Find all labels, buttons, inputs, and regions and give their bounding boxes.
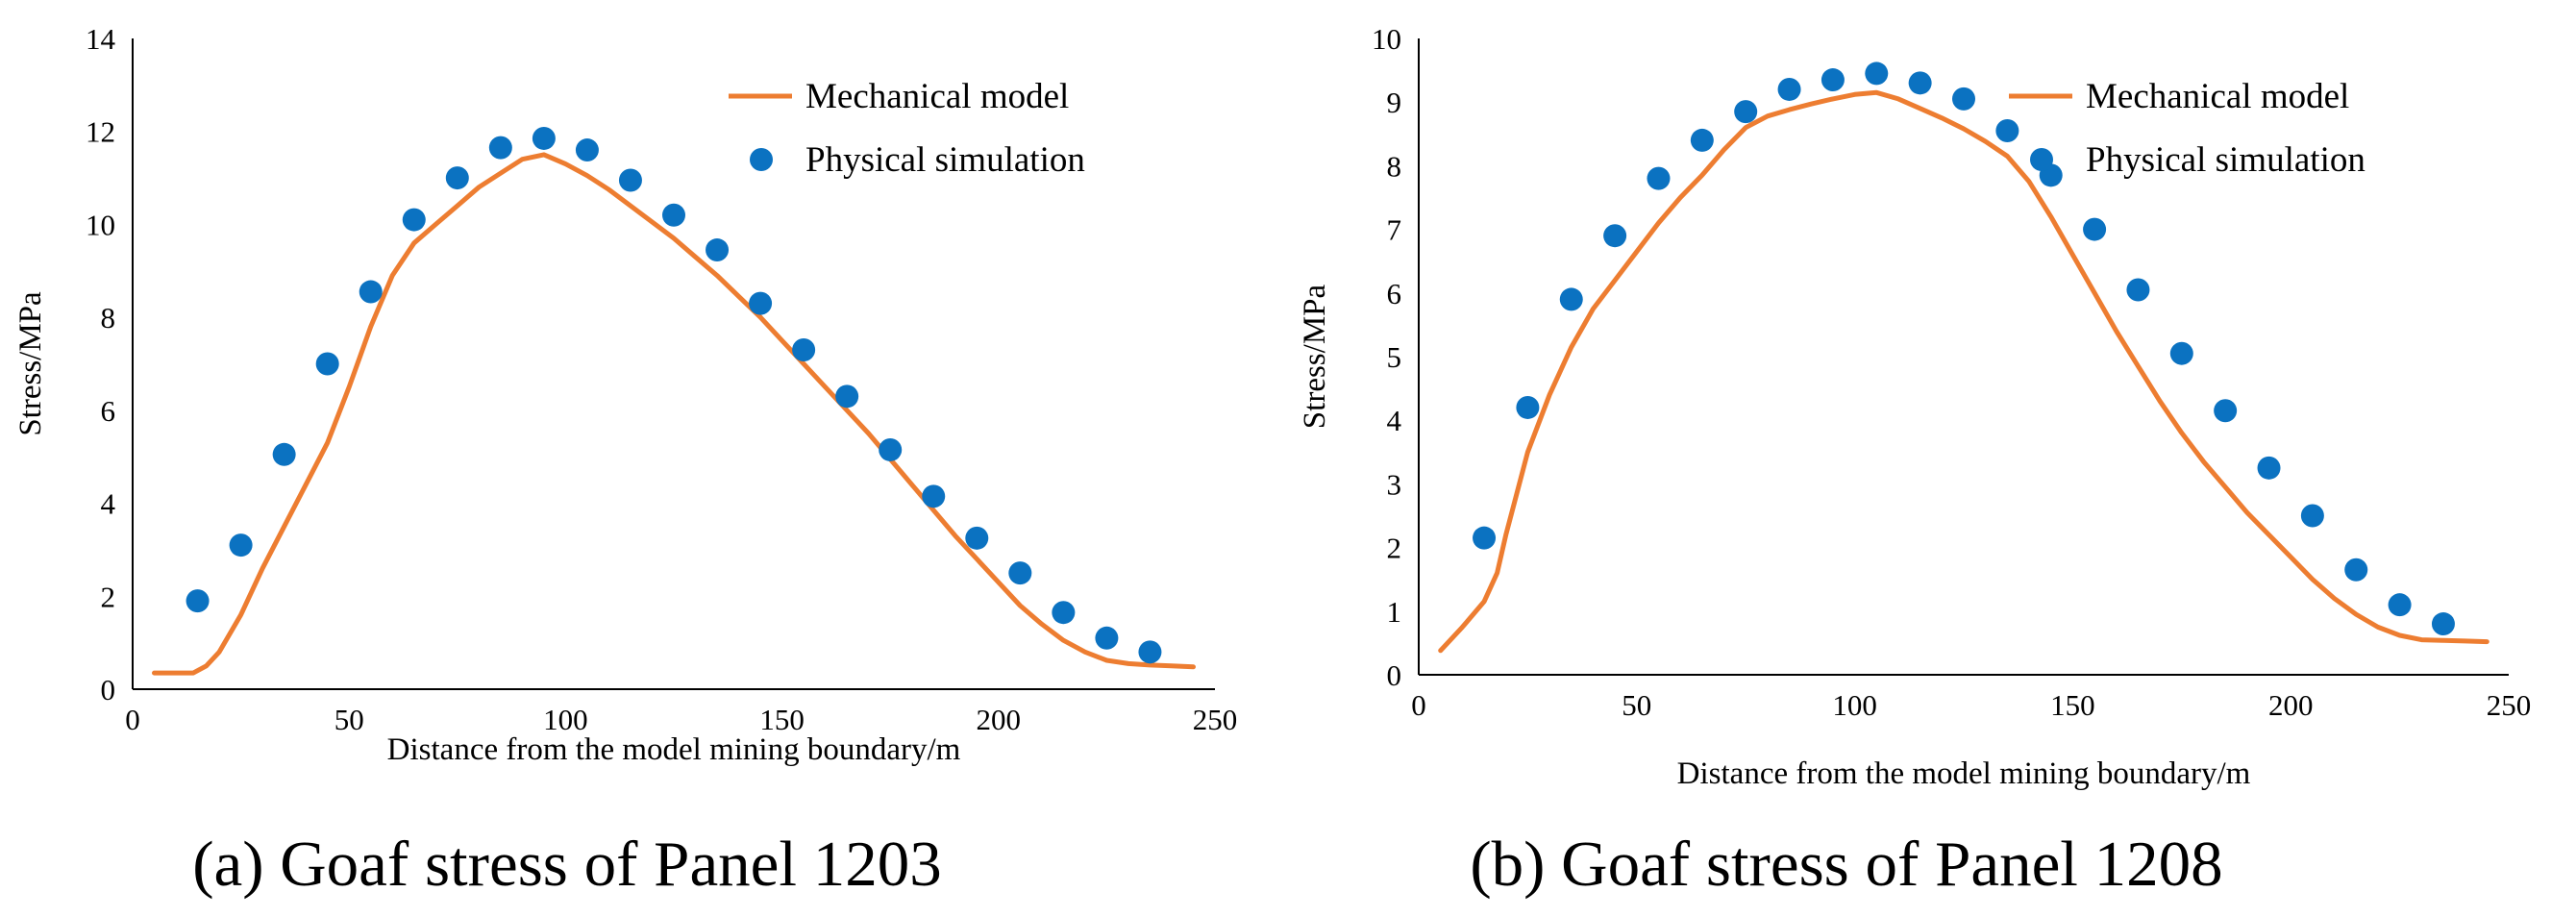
y-tick-label: 14 xyxy=(86,22,116,56)
legend-label-simulation: Physical simulation xyxy=(2086,140,2365,180)
simulation-point xyxy=(1008,561,1032,585)
simulation-point xyxy=(1690,128,1714,152)
y-tick-label: 3 xyxy=(1387,467,1402,501)
simulation-point xyxy=(1647,166,1671,190)
panel-b: 0 50 100 150 200 250 0 1 2 3 4 5 6 7 8 9 10 Distance from… xyxy=(1298,22,2531,900)
x-tick-label: 50 xyxy=(334,703,364,736)
x-tick-label: 200 xyxy=(977,703,1022,736)
legend-label-model: Mechanical model xyxy=(805,77,1069,116)
simulation-point xyxy=(575,138,599,162)
simulation-point xyxy=(488,136,512,160)
simulation-point xyxy=(1473,526,1497,550)
simulation-point xyxy=(662,203,685,227)
x-tick-label: 100 xyxy=(1832,688,1877,722)
legend-label-simulation: Physical simulation xyxy=(805,140,1085,180)
y-tick-label: 9 xyxy=(1387,86,1402,119)
simulation-point xyxy=(2431,612,2455,636)
simulation-point xyxy=(1865,62,1889,86)
simulation-point xyxy=(2126,278,2150,302)
simulation-point xyxy=(315,352,339,376)
simulation-point xyxy=(445,166,469,190)
simulation-point xyxy=(2344,558,2368,582)
simulation-point xyxy=(272,442,296,466)
simulation-point xyxy=(532,126,556,150)
simulation-point xyxy=(1908,71,1932,95)
y-tick-label: 2 xyxy=(1387,532,1402,565)
y-tick-label: 10 xyxy=(1372,22,1401,56)
simulation-point xyxy=(1821,68,1845,92)
panel-caption: (a) Goaf stress of Panel 1203 xyxy=(192,829,942,900)
simulation-point xyxy=(965,526,989,550)
simulation-point xyxy=(1777,77,1801,101)
simulation-point xyxy=(835,384,859,409)
legend-label-model: Mechanical model xyxy=(2086,77,2349,116)
simulation-point xyxy=(402,208,426,232)
x-tick-label: 0 xyxy=(125,703,140,736)
simulation-point xyxy=(359,280,383,304)
simulation-point xyxy=(1095,626,1119,650)
y-tick-label: 5 xyxy=(1387,340,1402,374)
simulation-point xyxy=(792,337,816,361)
panel-caption: (b) Goaf stress of Panel 1208 xyxy=(1470,829,2222,900)
y-tick-label: 2 xyxy=(101,580,116,613)
mechanical-model-line xyxy=(152,152,1196,676)
simulation-point xyxy=(2257,456,2281,480)
simulation-point xyxy=(1603,224,1627,248)
x-tick-label: 150 xyxy=(2050,688,2095,722)
simulation-point xyxy=(879,437,903,461)
x-tick-label: 100 xyxy=(543,703,588,736)
simulation-point xyxy=(1138,640,1162,664)
y-tick-label: 0 xyxy=(101,673,116,706)
y-tick-label: 8 xyxy=(1387,149,1402,183)
x-tick-label: 150 xyxy=(759,703,805,736)
x-tick-label: 250 xyxy=(2487,688,2532,722)
y-tick-label: 8 xyxy=(101,301,116,335)
simulation-point xyxy=(1052,601,1076,625)
simulation-point xyxy=(706,238,730,262)
simulation-point xyxy=(749,291,773,315)
x-tick-label: 250 xyxy=(1193,703,1238,736)
simulation-point xyxy=(1734,100,1758,124)
y-axis-title: Stress/MPa xyxy=(13,291,48,436)
simulation-point xyxy=(2083,217,2107,241)
x-tick-label: 200 xyxy=(2268,688,2314,722)
panel-a: 0 50 100 150 200 250 0 2 4 6 8 10 12 14 Distance from … xyxy=(13,22,1237,900)
legend-point-swatch xyxy=(750,148,773,171)
y-tick-label: 12 xyxy=(86,115,115,149)
x-tick-label: 0 xyxy=(1411,688,1426,722)
x-axis-title: Distance from the model mining boundary/… xyxy=(387,732,961,767)
simulation-point xyxy=(1559,287,1583,311)
simulation-point xyxy=(2300,504,2324,528)
simulation-point xyxy=(1952,87,1975,111)
y-tick-label: 4 xyxy=(1387,404,1402,437)
y-tick-label: 4 xyxy=(101,487,116,521)
simulation-point xyxy=(922,484,946,508)
y-tick-label: 10 xyxy=(86,208,115,241)
y-tick-label: 7 xyxy=(1387,213,1402,247)
simulation-point xyxy=(2388,593,2412,617)
simulation-point xyxy=(186,589,210,613)
x-tick-label: 50 xyxy=(1622,688,1651,722)
simulation-point xyxy=(1995,118,2019,142)
y-tick-label: 1 xyxy=(1387,595,1402,629)
y-tick-label: 0 xyxy=(1387,658,1402,692)
x-axis-title: Distance from the model mining boundary/… xyxy=(1677,756,2251,791)
y-tick-label: 6 xyxy=(101,394,116,428)
simulation-point xyxy=(2169,341,2193,365)
mechanical-model-line xyxy=(1438,89,2489,654)
legend-point-swatch xyxy=(2030,148,2053,171)
simulation-point xyxy=(1516,395,1540,419)
simulation-point xyxy=(618,168,642,192)
simulation-point xyxy=(229,533,253,558)
simulation-point xyxy=(2214,399,2238,423)
y-axis-title: Stress/MPa xyxy=(1298,284,1332,429)
y-tick-label: 6 xyxy=(1387,277,1402,310)
